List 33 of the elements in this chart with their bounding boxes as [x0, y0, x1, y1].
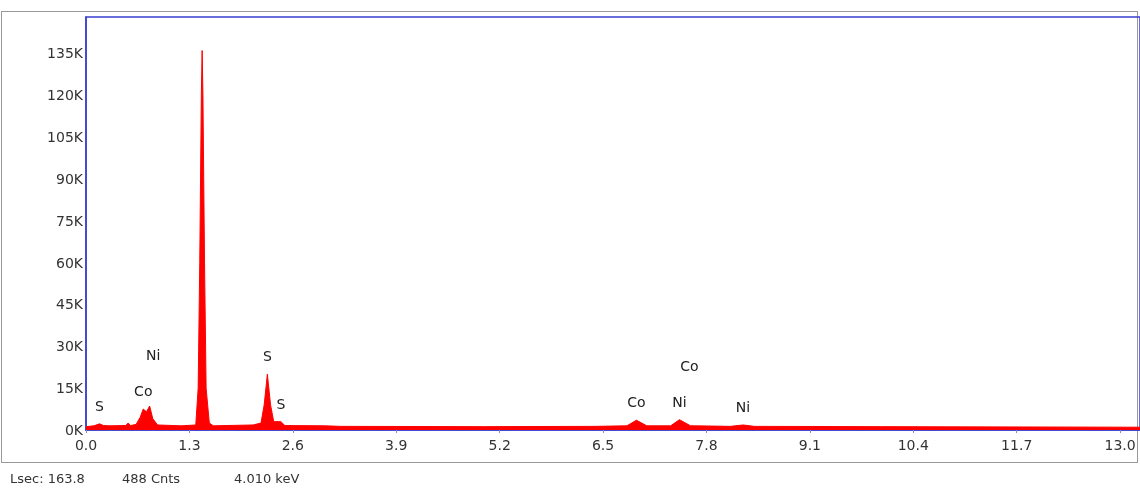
- x-tick-label: 5.2: [488, 437, 511, 453]
- x-tick-label: 13.0: [1104, 437, 1136, 453]
- x-tick-label: 9.1: [798, 437, 822, 453]
- annotation: S: [276, 395, 286, 412]
- x-tick-label: 6.5: [591, 437, 615, 453]
- y-tick-label: 0K: [64, 422, 84, 438]
- y-tick-label: 30K: [56, 338, 84, 355]
- y-tick-label: 60K: [56, 254, 84, 271]
- x-tick-label: 11.7: [1001, 437, 1033, 453]
- annotation: S: [95, 397, 105, 414]
- x-tick-label: 3.9: [385, 437, 408, 453]
- annotation: Ni: [735, 398, 751, 415]
- x-tick-label: 0.0: [74, 437, 98, 453]
- annotation: S: [262, 348, 272, 365]
- annotation: Ni: [146, 347, 161, 364]
- text: 4.010 keV: [234, 471, 300, 486]
- x-tick-label: 7.8: [695, 437, 718, 453]
- y-tick-label: 105K: [47, 128, 84, 145]
- text: 488 Cnts: [122, 471, 181, 486]
- x-tick-label: 1.3: [178, 437, 201, 453]
- annotation: Co: [627, 394, 646, 411]
- annotation: Co: [134, 383, 153, 400]
- annotation: Co: [680, 357, 699, 374]
- x-tick-label: 2.6: [281, 437, 305, 453]
- y-tick-label: 75K: [56, 212, 84, 229]
- y-tick-label: 45K: [56, 296, 84, 313]
- x-tick-label: 10.4: [897, 437, 929, 453]
- y-tick-label: 135K: [47, 45, 84, 62]
- annotation: Ni: [672, 393, 687, 410]
- y-tick-label: 15K: [56, 380, 84, 397]
- text: Lsec: 163.8: [10, 471, 85, 486]
- y-tick-label: 90K: [56, 170, 84, 187]
- y-tick-label: 120K: [47, 87, 84, 104]
